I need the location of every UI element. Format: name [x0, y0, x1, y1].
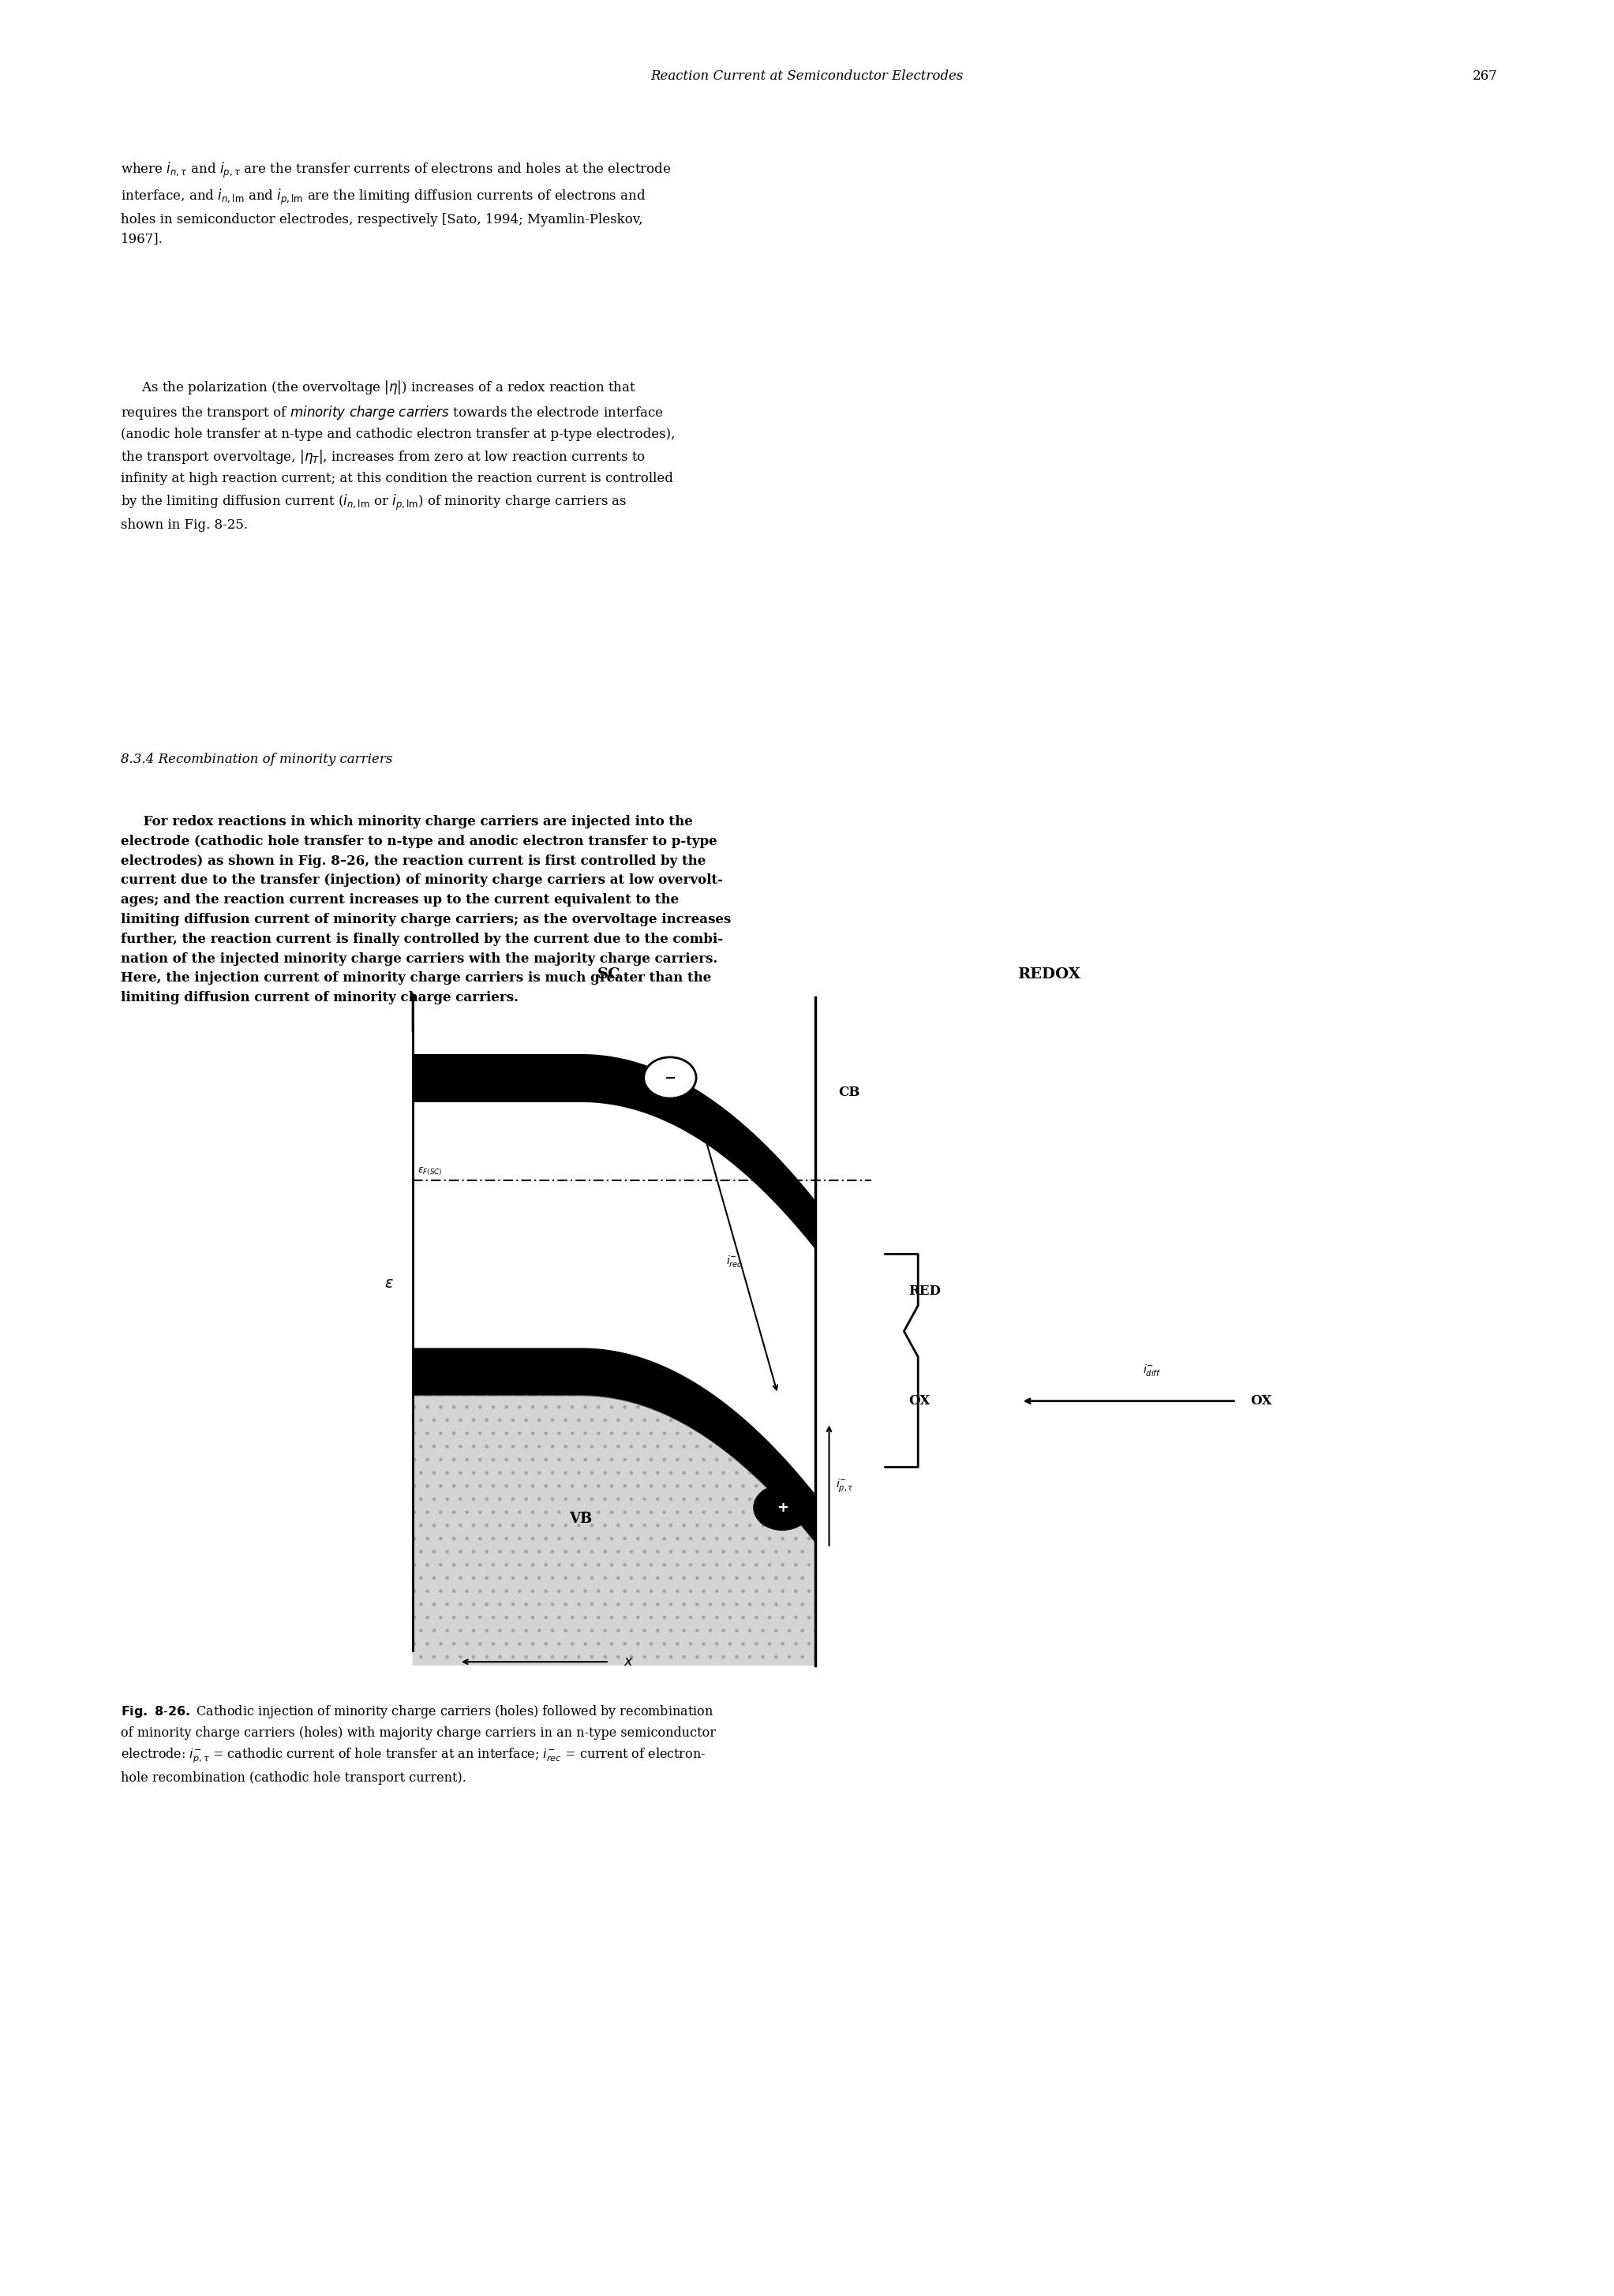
- Text: OX: OX: [1251, 1394, 1272, 1407]
- Text: Reaction Current at Semiconductor Electrodes: Reaction Current at Semiconductor Electr…: [650, 69, 964, 83]
- Text: $i^{-}_{rec}$: $i^{-}_{rec}$: [726, 1254, 742, 1270]
- Text: 267: 267: [1472, 69, 1498, 83]
- Text: CB: CB: [839, 1086, 860, 1100]
- Text: RED: RED: [909, 1283, 941, 1297]
- Text: $\mathbf{+}$: $\mathbf{+}$: [776, 1502, 788, 1515]
- Text: 8.3.4 Recombination of minority carriers: 8.3.4 Recombination of minority carriers: [121, 753, 392, 767]
- Text: where $i_{n,\tau}$ and $i_{p,\tau}$ are the transfer currents of electrons and h: where $i_{n,\tau}$ and $i_{p,\tau}$ are …: [121, 161, 671, 246]
- Text: $\mathbf{-}$: $\mathbf{-}$: [663, 1070, 676, 1084]
- Text: $\varepsilon_V$: $\varepsilon_V$: [416, 1364, 433, 1378]
- Text: SC: SC: [597, 967, 621, 983]
- Text: $i^{-}_{p,\tau}$: $i^{-}_{p,\tau}$: [836, 1476, 854, 1495]
- Text: VB: VB: [570, 1511, 592, 1525]
- Text: $\varepsilon_C$: $\varepsilon_C$: [416, 1070, 433, 1084]
- Text: $\varepsilon$: $\varepsilon$: [384, 1277, 394, 1290]
- Text: $i^{-}_{diff}$: $i^{-}_{diff}$: [1143, 1362, 1160, 1378]
- Circle shape: [754, 1486, 810, 1529]
- Text: $\mathbf{Fig.\ 8\text{-}26.}$ Cathodic injection of minority charge carriers (ho: $\mathbf{Fig.\ 8\text{-}26.}$ Cathodic i…: [121, 1704, 717, 1784]
- Text: OX: OX: [909, 1394, 930, 1407]
- Text: $\varepsilon_{F(SC)}$: $\varepsilon_{F(SC)}$: [416, 1166, 442, 1178]
- Text: As the polarization (the overvoltage $|\eta|$) increases of a redox reaction tha: As the polarization (the overvoltage $|\…: [121, 379, 676, 533]
- Circle shape: [644, 1056, 696, 1097]
- Text: REDOX: REDOX: [1017, 967, 1081, 983]
- Text: $x$: $x$: [623, 1655, 634, 1669]
- Text: For redox reactions in which minority charge carriers are injected into the
elec: For redox reactions in which minority ch…: [121, 815, 731, 1006]
